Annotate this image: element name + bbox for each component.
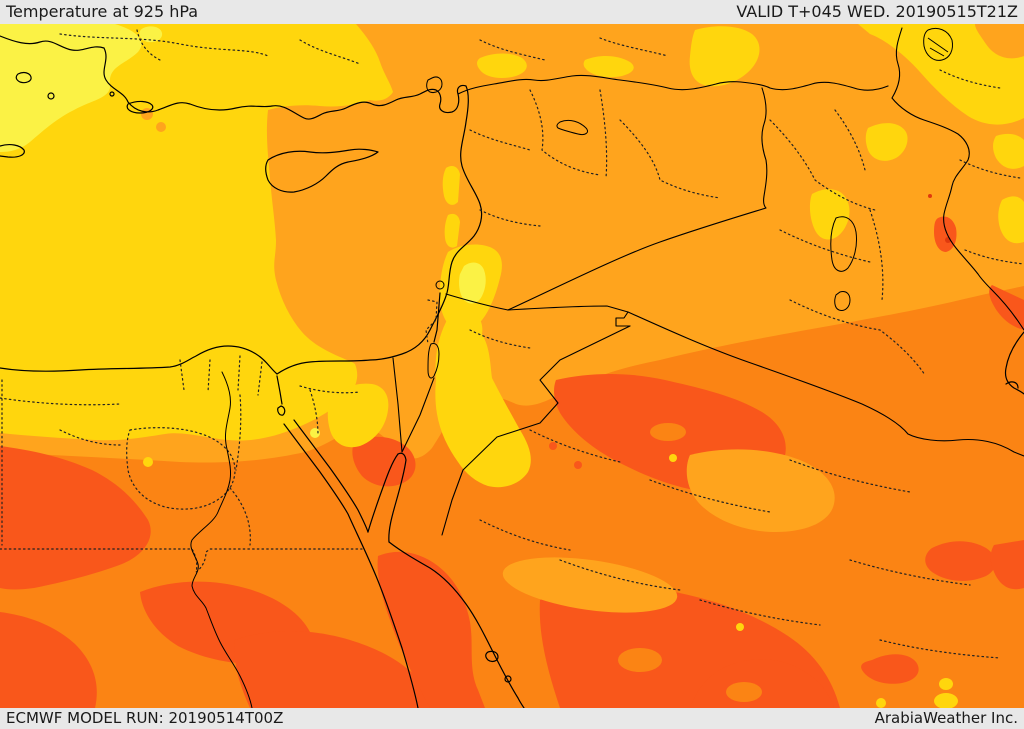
border-egypt-sudan <box>0 548 363 574</box>
border-turkey-iran <box>891 27 903 99</box>
nile-river <box>190 371 253 708</box>
gulf-suez-west-shore-red-sea-african-coast <box>283 423 419 708</box>
border-israel-jordan <box>401 377 435 453</box>
border-egypt-israel <box>392 357 403 453</box>
border-jordan-syria <box>445 293 509 311</box>
red-sea-islands <box>485 650 512 683</box>
coast-aegean-levant-egypt <box>0 35 483 375</box>
small-islands <box>15 71 115 100</box>
field-light-orange-spots <box>141 24 1024 613</box>
field-red-orange-blobs <box>0 216 1024 708</box>
footer-bar: ECMWF MODEL RUN: 20190514T00Z ArabiaWeat… <box>0 708 1024 729</box>
island-crete-edge <box>0 144 25 158</box>
border-syria-iraq <box>507 87 768 311</box>
sinai-tip-aqaba-west-shore <box>367 453 399 533</box>
lake-van <box>830 216 857 272</box>
country-borders <box>392 27 1024 536</box>
border-turkey-syria-iraq <box>457 74 889 95</box>
aqaba-east-shore <box>388 452 407 543</box>
small-lake <box>834 291 851 311</box>
lake-assad <box>556 119 589 135</box>
lakes <box>426 27 953 379</box>
suez-canal <box>276 375 286 416</box>
dead-sea <box>427 343 440 379</box>
field-deep-orange-holes <box>618 423 762 702</box>
coastlines <box>0 35 1024 708</box>
border-jordan-saudi <box>441 325 631 536</box>
jordan-river <box>433 292 441 343</box>
map-canvas <box>0 24 1024 708</box>
border-iraq-saudi-kuwait <box>627 311 1024 457</box>
valid-time-label: VALID T+045 WED. 20190515T21Z <box>736 2 1018 21</box>
admin-boundaries <box>0 29 1024 659</box>
island-rhodes <box>126 100 154 114</box>
field-yellow-region-west <box>0 24 393 441</box>
island-cyprus <box>265 148 379 193</box>
lake-urmia <box>923 27 953 61</box>
credit-label: ArabiaWeather Inc. <box>874 709 1018 727</box>
gulf-suez-east-shore <box>293 419 369 533</box>
border-iran-iraq <box>891 97 1024 331</box>
border-jordan-iraq-winston <box>507 305 631 327</box>
red-sea-saudi-coast <box>388 541 525 708</box>
model-run-label: ECMWF MODEL RUN: 20190514T00Z <box>6 709 284 727</box>
sea-of-galilee <box>435 280 445 290</box>
map-title: Temperature at 925 hPa <box>6 2 199 21</box>
gulf-coast-kuwait <box>1004 331 1024 395</box>
lake-urmia-hatch <box>927 37 949 57</box>
header-bar: Temperature at 925 hPa VALID T+045 WED. … <box>0 0 1024 24</box>
